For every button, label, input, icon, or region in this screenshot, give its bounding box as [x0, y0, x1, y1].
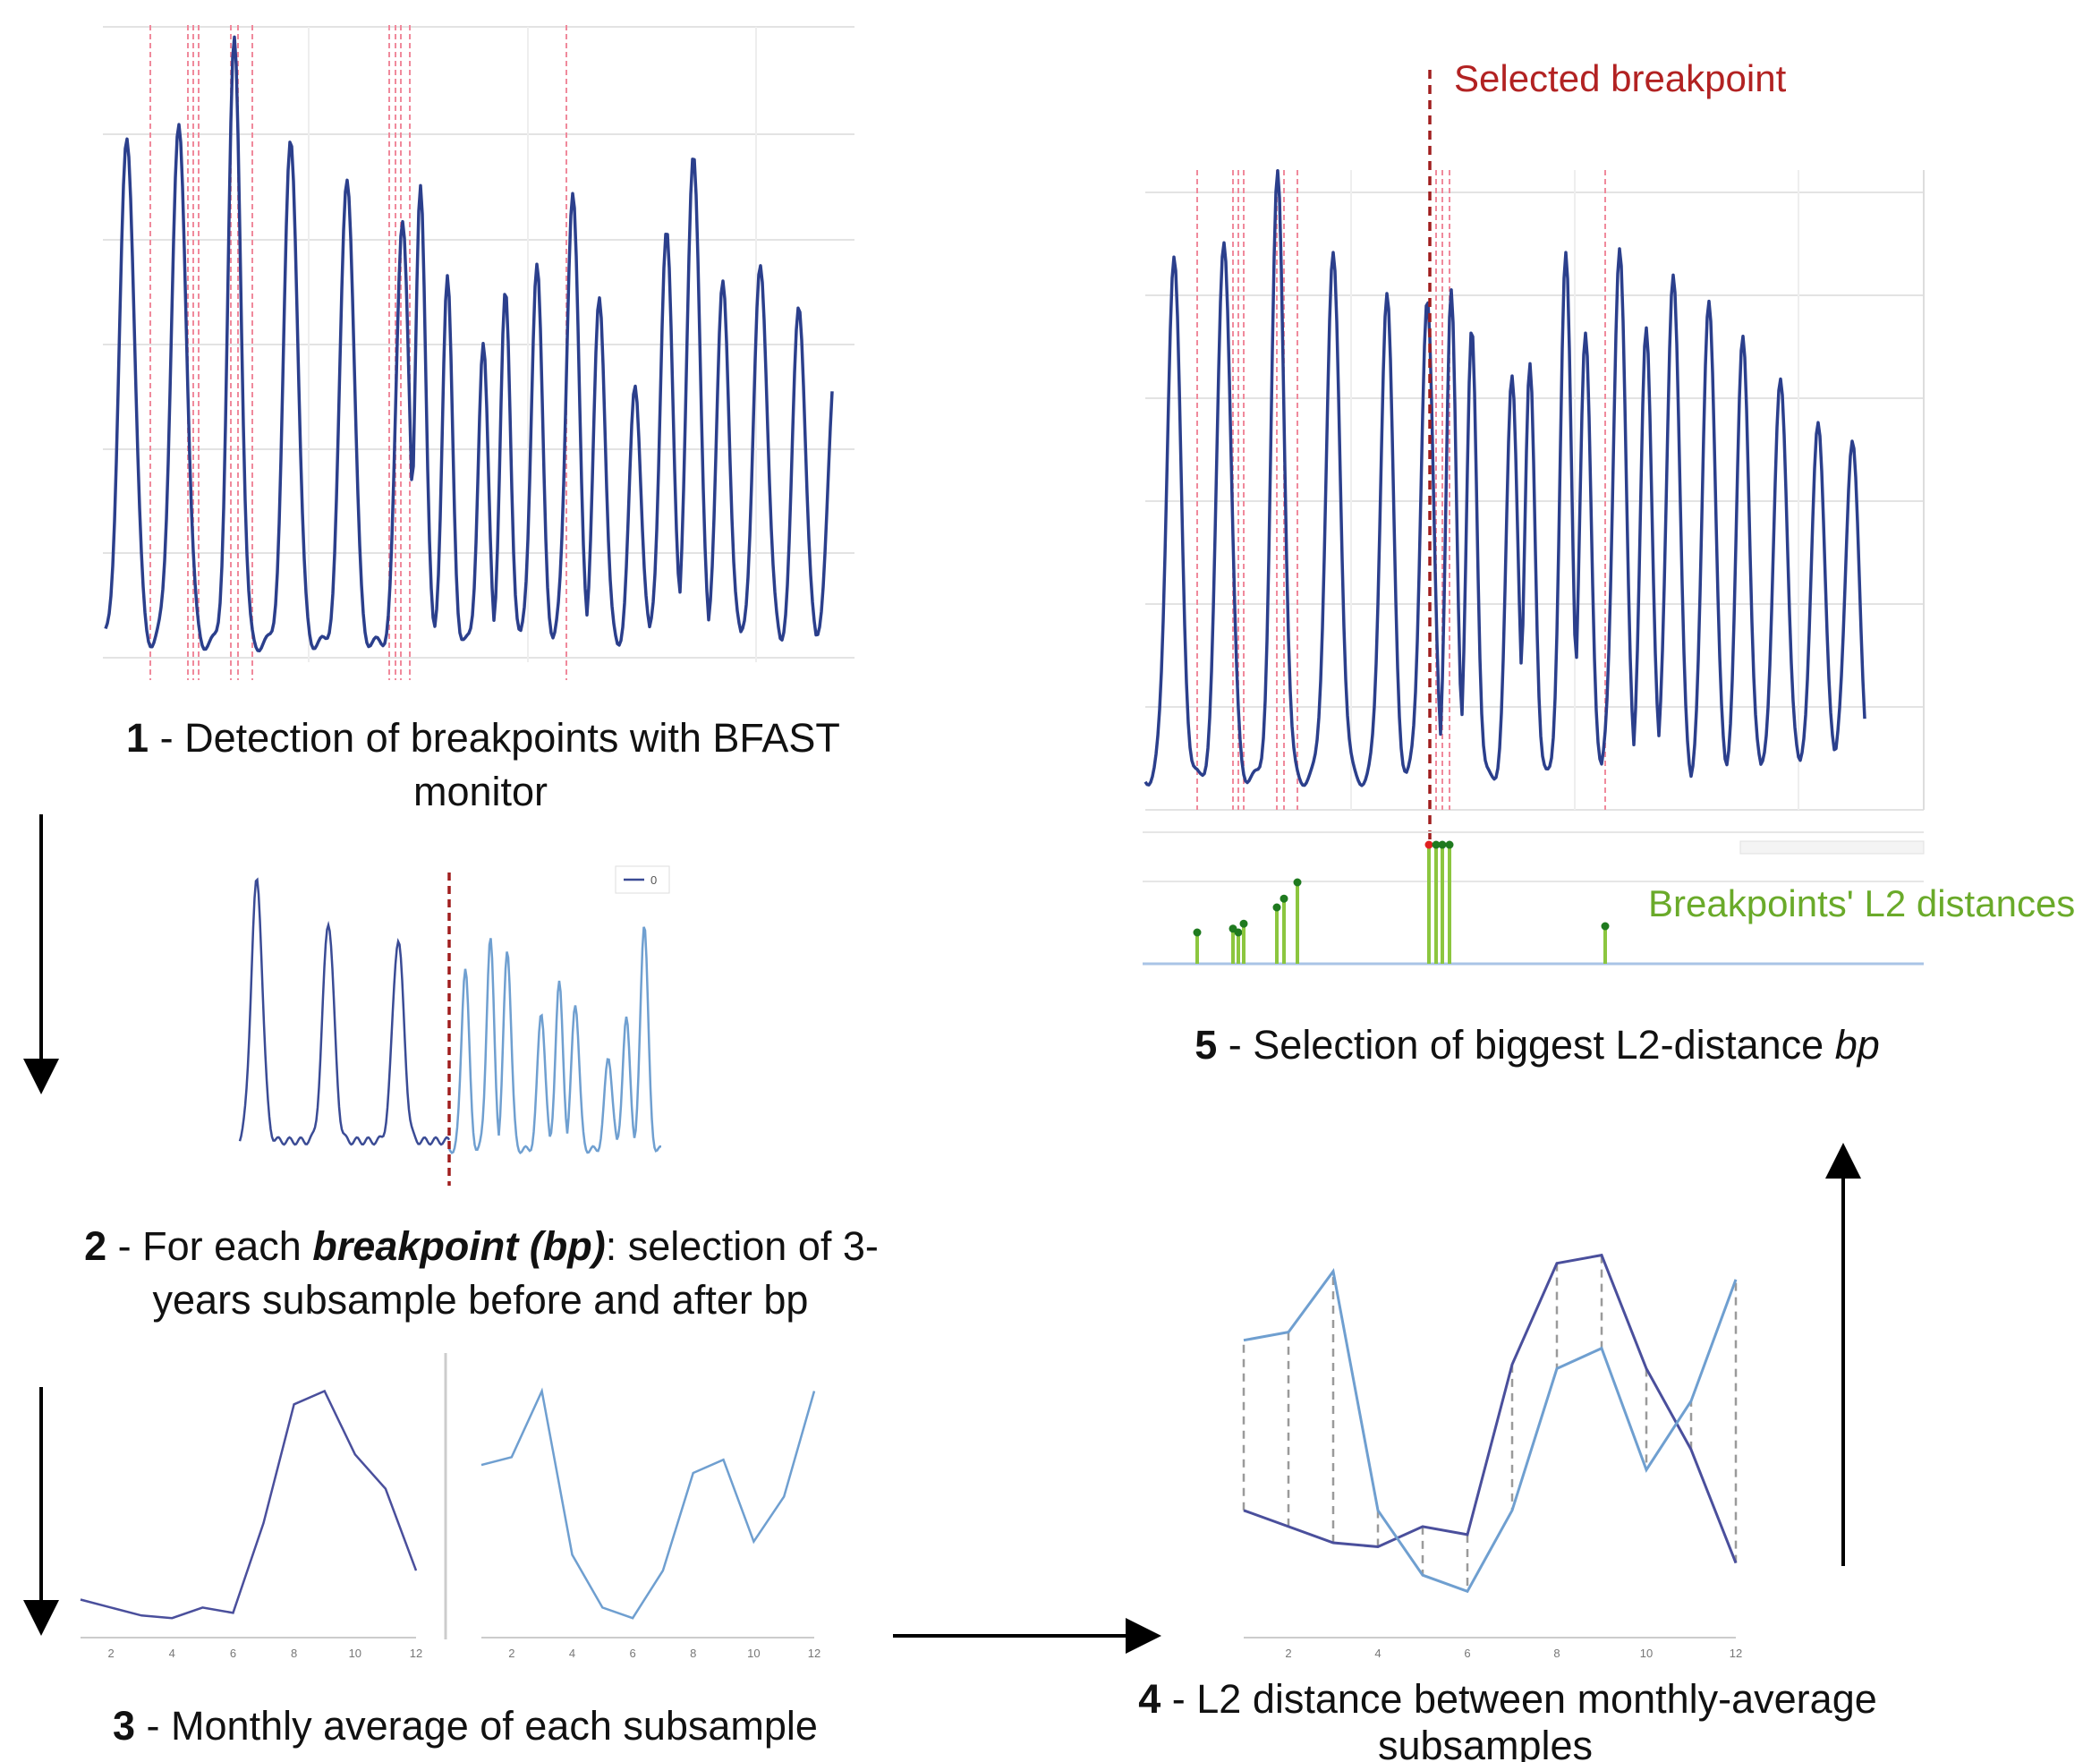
before-average-line — [1243, 1253, 1738, 1564]
x-tick-label: 8 — [1553, 1647, 1560, 1660]
l2-stem-head — [1432, 840, 1441, 849]
step-text: - L2 distance between monthly-average — [1161, 1676, 1876, 1722]
x-tick-label: 8 — [291, 1647, 297, 1660]
panel-5-selection-chart: Selected breakpoint Breakpoints' L2 dist… — [1143, 57, 2075, 966]
step-emphasis: breakpoint (bp) — [312, 1223, 605, 1269]
after-bp-line — [447, 926, 661, 1155]
l2-stem-head — [1424, 840, 1433, 849]
x-tick-label: 4 — [169, 1647, 175, 1660]
step-5-caption: 5 - Selection of biggest L2-distance bp — [1195, 1022, 1880, 1068]
step-text: - Monthly average of each subsample — [135, 1703, 818, 1749]
l2-stem-head — [1445, 840, 1454, 849]
step-1-caption-line2: monitor — [413, 769, 548, 814]
legend-label: 0 — [650, 873, 657, 887]
panel-2-subsample-chart: 0 — [238, 865, 670, 1186]
step-4-caption-line2: subsamples — [1378, 1723, 1593, 1762]
x-tick-label: 10 — [747, 1647, 760, 1660]
l2-distance-stem-chart — [1143, 831, 1925, 966]
selected-breakpoint-label: Selected breakpoint — [1454, 57, 1787, 99]
ndvi-time-series-line — [1144, 168, 1866, 787]
step-text: - Detection of breakpoints with BFAST — [149, 715, 840, 761]
l2-stem-head — [1438, 840, 1447, 849]
l2-stem-head — [1280, 894, 1288, 903]
step-2-caption: 2 - For each breakpoint (bp): selection … — [84, 1223, 879, 1269]
x-tick-label: 12 — [1730, 1647, 1742, 1660]
x-tick-label: 12 — [808, 1647, 820, 1660]
x-tick-label: 2 — [107, 1647, 114, 1660]
breakpoint-lines — [149, 25, 567, 680]
ndvi-time-series-line — [104, 35, 834, 652]
l2-stem-head — [1272, 903, 1281, 912]
x-tick-label: 2 — [508, 1647, 514, 1660]
monthly-average-before-line — [80, 1389, 418, 1620]
step-3-caption: 3 - Monthly average of each subsample — [113, 1703, 818, 1749]
x-tick-label: 4 — [569, 1647, 575, 1660]
x-tick-label: 4 — [1374, 1647, 1381, 1660]
step-number: 5 — [1195, 1022, 1217, 1068]
step-text: - Selection of biggest L2-distance — [1217, 1022, 1834, 1068]
breakpoint-lines — [1196, 170, 1606, 810]
step-4-caption: 4 - L2 distance between monthly-average — [1138, 1676, 1877, 1722]
x-tick-label: 8 — [690, 1647, 696, 1660]
step-text: - For each — [106, 1223, 312, 1269]
monthly-average-after-line — [480, 1387, 816, 1620]
after-average-line — [1243, 1268, 1738, 1594]
x-tick-label: 10 — [349, 1647, 361, 1660]
l2-stem-head — [1234, 928, 1243, 937]
step-text-post: : selection of 3- — [606, 1223, 879, 1269]
gridlines — [1145, 170, 1925, 811]
step-number: 2 — [84, 1223, 106, 1269]
step-number: 3 — [113, 1703, 135, 1749]
panel-3-monthly-average-charts: 2 4 6 8 10 12 2 4 6 8 10 12 — [80, 1353, 820, 1660]
x-tick-label: 2 — [1285, 1647, 1291, 1660]
l2-stem-head — [1193, 928, 1202, 937]
step-emphasis: bp — [1835, 1022, 1880, 1068]
step-number: 1 — [126, 715, 149, 761]
panel-1-bfast-chart — [103, 25, 854, 680]
step-2-caption-line2: years subsample before and after bp — [153, 1277, 809, 1323]
panel-4-l2-distance-chart: 2 4 6 8 10 12 — [1242, 1253, 1742, 1660]
x-tick-label: 6 — [230, 1647, 236, 1660]
legend-box — [1739, 840, 1925, 855]
l2-stem-head — [1601, 922, 1610, 931]
x-tick-label: 6 — [629, 1647, 635, 1660]
x-tick-label: 12 — [410, 1647, 422, 1660]
l2-distances-label: Breakpoints' L2 distances — [1648, 882, 2075, 924]
before-bp-line — [238, 877, 451, 1146]
x-tick-label: 10 — [1640, 1647, 1653, 1660]
l2-stem-head — [1293, 878, 1302, 887]
gridlines — [103, 26, 854, 662]
step-number: 4 — [1138, 1676, 1161, 1722]
l2-stem-head — [1239, 919, 1248, 928]
x-tick-label: 6 — [1464, 1647, 1470, 1660]
step-1-caption: 1 - Detection of breakpoints with BFAST — [126, 715, 840, 761]
